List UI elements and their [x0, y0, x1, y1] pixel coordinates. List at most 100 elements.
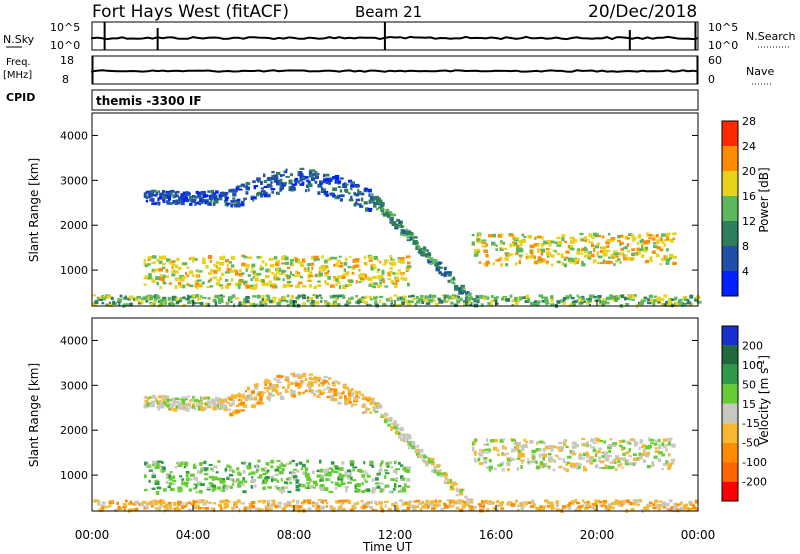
- echo-cell: [596, 251, 600, 255]
- echo-cell: [219, 504, 222, 508]
- echo-cell: [352, 260, 357, 263]
- echo-cell: [181, 461, 184, 465]
- echo-cell: [209, 285, 214, 288]
- echo-cell: [579, 297, 584, 302]
- echo-cell: [565, 445, 569, 448]
- echo-cell: [243, 185, 248, 188]
- echo-cell: [554, 250, 557, 253]
- echo-cell: [352, 469, 355, 472]
- echo-cell: [667, 463, 672, 467]
- echo-cell: [215, 198, 219, 201]
- echo-cell: [584, 502, 590, 507]
- echo-cell: [282, 278, 285, 282]
- echo-cell: [624, 460, 627, 464]
- echo-cell: [437, 297, 441, 301]
- echo-cell: [270, 465, 274, 469]
- echo-cell: [364, 470, 368, 474]
- echo-cell: [260, 190, 266, 193]
- echo-cell: [569, 452, 572, 455]
- echo-cell: [535, 506, 541, 511]
- echo-cell: [400, 222, 403, 226]
- echo-cell: [387, 212, 391, 215]
- echo-cell: [678, 298, 683, 302]
- echo-cell: [159, 285, 162, 289]
- echo-cell: [568, 502, 572, 506]
- echo-cell: [499, 247, 503, 250]
- echo-cell: [170, 303, 176, 307]
- echo-cell: [654, 447, 658, 450]
- echo-cell: [550, 254, 555, 258]
- echo-cell: [357, 489, 361, 493]
- echo-cell: [615, 259, 619, 263]
- echo-cell: [362, 411, 367, 414]
- echo-cell: [373, 265, 376, 269]
- echo-cell: [220, 506, 223, 511]
- echo-cell: [262, 479, 266, 484]
- echo-cell: [348, 198, 354, 202]
- echo-cell: [150, 400, 156, 404]
- echo-cell: [238, 398, 243, 401]
- echo-cell: [689, 294, 694, 299]
- echo-cell: [343, 261, 348, 266]
- echo-cell: [228, 473, 234, 477]
- echo-cell: [252, 276, 255, 279]
- echo-cell: [548, 239, 552, 244]
- colorbar-segment: [722, 246, 738, 271]
- echo-cell: [219, 256, 224, 261]
- echo-cell: [226, 302, 229, 306]
- echo-cell: [255, 469, 259, 472]
- echo-cell: [172, 479, 177, 483]
- echo-cell: [146, 463, 150, 467]
- echo-cell: [423, 503, 427, 506]
- echo-cell: [207, 272, 213, 275]
- echo-cell: [308, 386, 312, 390]
- echo-cell: [308, 271, 313, 275]
- echo-cell: [225, 279, 229, 282]
- echo-cell: [440, 507, 445, 511]
- echo-cell: [443, 297, 446, 301]
- echo-cell: [634, 441, 639, 446]
- echo-cell: [525, 253, 528, 256]
- echo-cell: [689, 503, 693, 506]
- echo-cell: [278, 273, 284, 276]
- echo-cell: [608, 232, 611, 236]
- echo-cell: [176, 257, 180, 262]
- echo-cell: [483, 262, 486, 266]
- echo-cell: [593, 259, 596, 264]
- echo-cell: [369, 411, 373, 415]
- echo-cell: [483, 245, 487, 248]
- echo-cell: [99, 296, 104, 299]
- echo-cell: [538, 453, 544, 457]
- echo-cell: [117, 300, 122, 303]
- echo-cell: [611, 501, 616, 506]
- echo-cell: [182, 194, 186, 198]
- echo-cell: [520, 504, 525, 507]
- echo-cell: [270, 177, 275, 180]
- echo-cell: [328, 478, 331, 482]
- echo-cell: [539, 462, 544, 467]
- echo-cell: [128, 508, 132, 512]
- echo-cell: [583, 452, 587, 457]
- echo-cell: [430, 457, 435, 461]
- echo-cell: [333, 380, 339, 384]
- echo-cell: [562, 299, 566, 302]
- echo-cell: [293, 468, 298, 471]
- echo-cell: [264, 383, 268, 387]
- echo-cell: [92, 294, 96, 297]
- echo-cell: [505, 253, 510, 257]
- echo-cell: [356, 501, 360, 505]
- echo-cell: [296, 284, 300, 287]
- echo-cell: [473, 253, 479, 257]
- echo-cell: [266, 193, 271, 198]
- echo-cell: [168, 282, 172, 285]
- echo-cell: [241, 262, 246, 267]
- echo-cell: [684, 506, 687, 510]
- echo-cell: [321, 268, 326, 272]
- echo-cell: [436, 464, 440, 468]
- echo-cell: [449, 505, 454, 508]
- echo-cell: [549, 504, 555, 508]
- echo-cell: [240, 183, 245, 187]
- echo-cell: [193, 463, 196, 467]
- echo-cell: [588, 233, 593, 238]
- echo-cell: [222, 486, 225, 490]
